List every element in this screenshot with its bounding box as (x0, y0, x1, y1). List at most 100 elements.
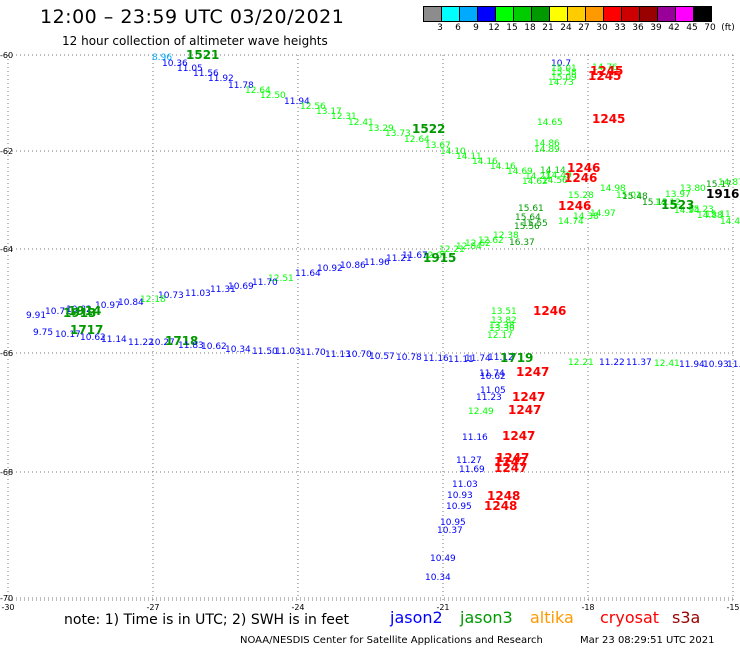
swh-value: 14.87 (718, 178, 740, 188)
swh-value: 15.28 (568, 191, 594, 201)
lon-label: -15 (726, 603, 739, 612)
swh-value: 10.62 (480, 372, 506, 382)
swh-value: 14.16 (472, 157, 498, 167)
swh-value: 10.86 (340, 261, 366, 271)
lat-label: -64 (0, 245, 13, 254)
scale-swatch (478, 7, 496, 21)
scale-label: 42 (668, 23, 680, 33)
swh-value: 12.49 (468, 407, 494, 417)
swh-value: 15.12 (642, 198, 668, 208)
scale-label: 15 (506, 23, 518, 33)
swh-value: 11.70 (300, 348, 326, 358)
swh-value: 14.62 (522, 177, 548, 187)
time-label: 1718 (165, 334, 198, 348)
scale-swatch (622, 7, 640, 21)
swh-value: 10.27 (149, 338, 175, 348)
scale-swatch (514, 7, 532, 21)
swh-value: 11.03 (185, 289, 211, 299)
satellite-name: altika (530, 608, 574, 627)
swh-value: 14.97 (590, 209, 616, 219)
swh-value: 14.11 (456, 152, 482, 162)
satellite-name: jason2 (390, 608, 443, 627)
scale-swatch (442, 7, 460, 21)
scale-swatch (658, 7, 676, 21)
scale-label: 12 (488, 23, 500, 33)
lat-label: -66 (0, 349, 13, 358)
swh-value: 14.98 (600, 184, 626, 194)
swh-value: 11.03 (452, 480, 478, 490)
swh-value: 10.34 (425, 573, 451, 583)
time-label: 1523 (661, 198, 694, 212)
swh-value: 10.97 (95, 301, 121, 311)
swh-value: 9.75 (33, 328, 53, 338)
swh-value: 11.31 (210, 285, 236, 295)
scale-swatch (640, 7, 658, 21)
swh-value: 10.78 (396, 353, 422, 363)
swh-value: 11.21 (386, 254, 412, 264)
swh-value: 11.13 (325, 350, 351, 360)
swh-value: 11.14 (101, 335, 127, 345)
credit-text: NOAA/NESDIS Center for Satellite Applica… (240, 635, 543, 646)
swh-value: 8.96 (152, 53, 172, 63)
swh-value: 13.80 (680, 184, 706, 194)
swh-value: 15.17 (706, 180, 732, 190)
scale-label: 27 (578, 23, 590, 33)
swh-value: 10.95 (446, 502, 472, 512)
swh-value: 9.91 (26, 311, 46, 321)
swh-value: 12.21 (568, 358, 594, 368)
scale-swatch (568, 7, 586, 21)
scale-label: 3 (437, 23, 443, 33)
swh-value: 13.30 (489, 324, 515, 334)
scale-swatch (694, 7, 711, 21)
swh-value: 11.12 (488, 353, 514, 363)
lon-label: -24 (291, 603, 304, 612)
lat-label: -70 (0, 594, 13, 603)
swh-value: 10.57 (369, 352, 395, 362)
map-title: 12:00 – 23:59 UTC 03/20/2021 (40, 6, 345, 28)
swh-value: 10.82 (66, 305, 92, 315)
swh-value: 10.36 (162, 59, 188, 69)
lat-label: -68 (0, 468, 13, 477)
scale-swatch (586, 7, 604, 21)
scale-label: 24 (560, 23, 572, 33)
lon-label: -18 (581, 603, 594, 612)
time-label: 1914 (68, 304, 101, 318)
scale-label: 30 (596, 23, 608, 33)
swh-value: 13.17 (316, 107, 342, 117)
axis-labels: -60 -62 -64 -66 -68 -70-30 -27 -24 -21 -18 -15 (0, 51, 740, 612)
swh-value: 11.70 (252, 278, 278, 288)
scale-swatch (676, 7, 694, 21)
swh-value: 12.38 (493, 231, 519, 241)
swh-value: 13.73 (385, 129, 411, 139)
swh-value: 11.11 (448, 355, 474, 365)
swh-value: 11.27 (456, 456, 482, 466)
swh-value: 11.94 (284, 97, 310, 107)
satellite-name: jason3 (460, 608, 513, 627)
swh-value: 15.09 (551, 73, 577, 83)
scale-swatch (460, 7, 478, 21)
swh-value: 12.17 (487, 331, 513, 341)
swh-value: 11.22 (128, 338, 154, 348)
time-label: 1916 (706, 187, 739, 201)
swh-value: 11.16 (462, 433, 488, 443)
swh-value: 10.17 (55, 330, 81, 340)
time-label: 1719 (500, 351, 533, 365)
swh-value: 10.73 (158, 291, 184, 301)
scale-label: 45 (686, 23, 698, 33)
swh-value: 11.78 (228, 81, 254, 91)
color-scale-bar (423, 6, 712, 22)
lon-label: -27 (146, 603, 159, 612)
swh-value: 13.97 (665, 190, 691, 200)
scale-swatch (424, 7, 442, 21)
satellite-name: s3a (672, 608, 701, 627)
time-label: 1246 (533, 304, 566, 318)
swh-value: 11.05 (177, 64, 203, 74)
observation-labels: 8.96 152110.3611.0511.5611.9211.7812.6412… (26, 48, 740, 583)
time-label: 1245 (592, 112, 625, 126)
swh-value: 15.23 (688, 205, 714, 215)
swh-value: 14.65 (537, 118, 563, 128)
swh-value: 12.21 (439, 245, 465, 255)
swh-value: 10.34 (225, 345, 251, 355)
time-label: 1248 (487, 489, 520, 503)
